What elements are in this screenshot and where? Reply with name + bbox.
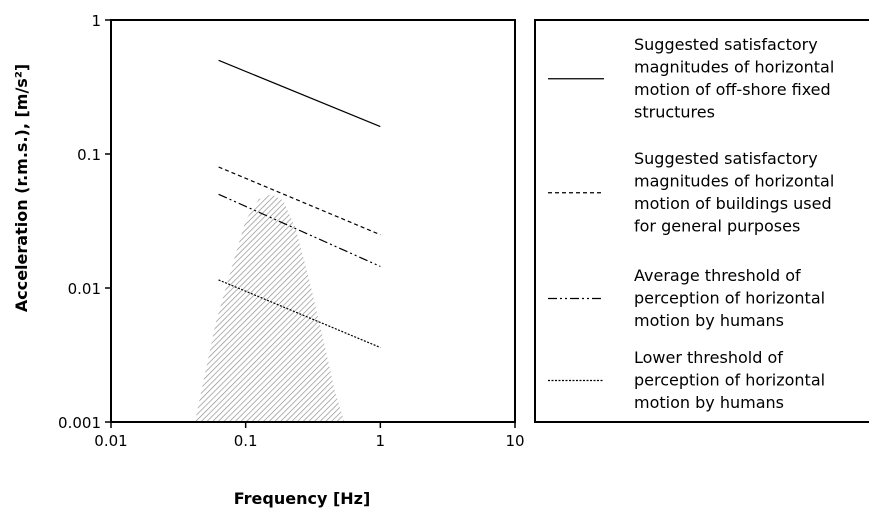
perception-region [194, 194, 345, 422]
y-axis-title: Acceleration (r.m.s.), [m/s²] [12, 64, 31, 312]
legend-box [534, 19, 869, 423]
x-tick-label: 0.01 [94, 432, 127, 450]
y-tick-label: 0.01 [68, 280, 101, 298]
series-line [218, 279, 381, 349]
legend-label: Lower threshold of perception of horizont… [634, 348, 825, 412]
y-tick-label: 0.1 [77, 146, 101, 164]
legend-label: Average threshold of perception of horizo… [634, 266, 825, 330]
legend-label: Suggested satisfactory magnitudes of hori… [634, 149, 834, 236]
y-tick-label: 1 [91, 12, 101, 30]
plot-area [110, 19, 516, 423]
series-lines [218, 59, 381, 349]
x-tick-label: 0.1 [234, 432, 258, 450]
y-tick-label: 0.001 [58, 414, 101, 432]
x-tick-label: 10 [505, 432, 524, 450]
x-tick-label: 1 [376, 432, 386, 450]
x-axis-title: Frequency [Hz] [234, 489, 371, 508]
series-line [218, 59, 381, 128]
legend: Suggested satisfactory magnitudes of hori… [548, 35, 834, 412]
series-line [218, 166, 381, 236]
series-line [218, 193, 381, 267]
legend-label: Suggested satisfactory magnitudes of hori… [634, 35, 834, 122]
